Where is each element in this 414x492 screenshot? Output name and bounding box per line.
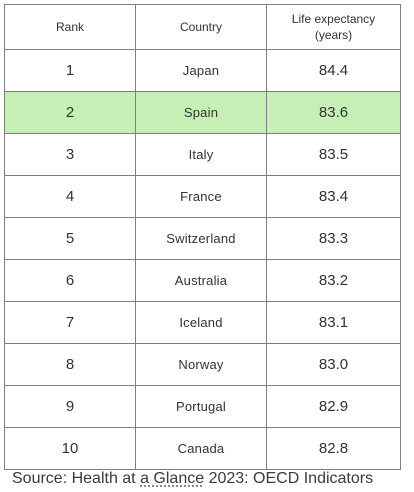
table-row: 7 Iceland 83.1	[4, 301, 401, 344]
country-cell: Iceland	[135, 301, 267, 344]
table-row: 5 Switzerland 83.3	[4, 217, 401, 260]
header-life-label-line1: Life expectancy	[291, 12, 376, 26]
header-rank-label: Rank	[55, 20, 84, 34]
table-row: 8 Norway 83.0	[4, 343, 401, 386]
source-prefix: Source: Health at	[12, 470, 141, 487]
rank-cell: 6	[4, 259, 136, 302]
rank-cell: 9	[4, 385, 136, 428]
rank-cell: 8	[4, 343, 136, 386]
country-cell: Canada	[135, 427, 267, 470]
country-cell: Norway	[135, 343, 267, 386]
country-cell: Japan	[135, 49, 267, 92]
life-expectancy-cell: 83.2	[266, 259, 401, 302]
header-country: Country	[135, 4, 267, 50]
country-cell: Switzerland	[135, 217, 267, 260]
country-cell: Australia	[135, 259, 267, 302]
source-underlined-text: a Glance	[140, 470, 205, 487]
life-expectancy-cell: 83.3	[266, 217, 401, 260]
header-rank: Rank	[4, 4, 136, 50]
country-cell: France	[135, 175, 267, 218]
table-row: 6 Australia 83.2	[4, 259, 401, 302]
header-row: Rank Country Life expectancy (years)	[4, 4, 401, 50]
life-expectancy-cell: 82.9	[266, 385, 401, 428]
table-row: 4 France 83.4	[4, 175, 401, 218]
country-cell: Italy	[135, 133, 267, 176]
rank-cell: 4	[4, 175, 136, 218]
life-expectancy-cell: 83.4	[266, 175, 401, 218]
rank-cell: 5	[4, 217, 136, 260]
rank-cell: 7	[4, 301, 136, 344]
header-country-label: Country	[179, 20, 223, 34]
life-expectancy-cell: 82.8	[266, 427, 401, 470]
table-row: 9 Portugal 82.9	[4, 385, 401, 428]
table-row-highlighted: 2 Spain 83.6	[4, 91, 401, 134]
country-cell: Portugal	[135, 385, 267, 428]
source-suffix: 2023: OECD Indicators	[204, 470, 374, 487]
rank-cell: 10	[4, 427, 136, 470]
life-expectancy-cell: 83.5	[266, 133, 401, 176]
header-life-expectancy: Life expectancy (years)	[266, 4, 401, 50]
rank-cell: 1	[4, 49, 136, 92]
table-row: 10 Canada 82.8	[4, 427, 401, 470]
life-expectancy-cell: 83.6	[266, 91, 401, 134]
life-expectancy-table-container: Rank Country Life expectancy (years) 1 J…	[4, 4, 401, 470]
source-caption: Source: Health at a Glance 2023: OECD In…	[12, 470, 373, 488]
rank-cell: 2	[4, 91, 136, 134]
table-row: 3 Italy 83.5	[4, 133, 401, 176]
country-cell: Spain	[135, 91, 267, 134]
life-expectancy-cell: 83.0	[266, 343, 401, 386]
table-row: 1 Japan 84.4	[4, 49, 401, 92]
header-life-label-line2: (years)	[314, 28, 353, 42]
rank-cell: 3	[4, 133, 136, 176]
life-expectancy-table: Rank Country Life expectancy (years) 1 J…	[4, 4, 401, 470]
life-expectancy-cell: 84.4	[266, 49, 401, 92]
life-expectancy-cell: 83.1	[266, 301, 401, 344]
